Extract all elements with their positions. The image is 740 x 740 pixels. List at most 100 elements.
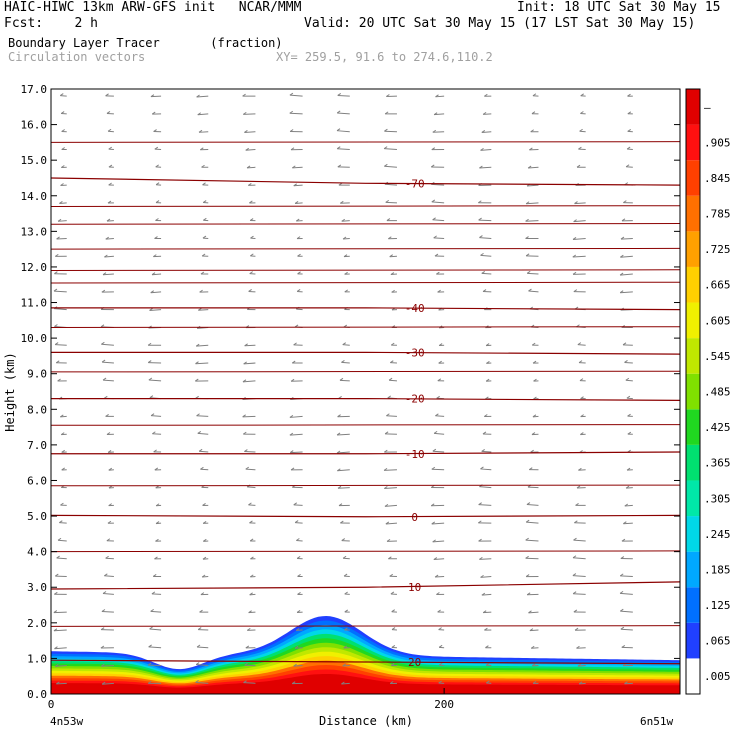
wind-vector-head bbox=[101, 681, 106, 685]
wind-vector-head bbox=[199, 289, 203, 293]
wind-vector-head bbox=[53, 288, 58, 292]
temperature-contour bbox=[51, 581, 680, 590]
wind-vector bbox=[483, 611, 492, 614]
wind-vector-head bbox=[147, 342, 152, 346]
wind-vector-head bbox=[244, 449, 248, 452]
wind-vector-head bbox=[576, 485, 581, 489]
wind-vector-head bbox=[201, 253, 206, 257]
temperature-contour bbox=[51, 141, 680, 143]
wind-vector-head bbox=[296, 236, 301, 240]
wind-vector-head bbox=[202, 520, 207, 524]
y-tick-label: 8.0 bbox=[27, 403, 47, 416]
wind-vector bbox=[479, 237, 492, 239]
y-tick-label: 1.0 bbox=[27, 652, 47, 665]
valid-time: Valid: 20 UTC Sat 30 May 15 (17 LST Sat … bbox=[304, 16, 696, 31]
wind-vector-head bbox=[297, 574, 301, 577]
temperature-contour bbox=[51, 351, 680, 355]
wind-vector-head bbox=[101, 359, 106, 363]
colorbar-swatch bbox=[686, 160, 700, 196]
wind-vector-head bbox=[525, 537, 529, 541]
x-tick-label: 0 bbox=[48, 698, 55, 711]
colorbar-swatch bbox=[686, 409, 700, 445]
wind-vector-head bbox=[435, 94, 439, 98]
wind-vector-head bbox=[61, 467, 65, 471]
wind-vector bbox=[527, 486, 539, 489]
wind-vector bbox=[431, 522, 445, 525]
wind-vector bbox=[623, 522, 633, 525]
wind-vector bbox=[248, 611, 256, 614]
wind-vector bbox=[386, 415, 397, 417]
wind-vector-head bbox=[388, 236, 392, 240]
wind-vector-head bbox=[295, 218, 300, 222]
wind-vector-head bbox=[54, 646, 58, 650]
wind-vector-head bbox=[437, 289, 441, 293]
wind-vector-head bbox=[344, 271, 348, 275]
wind-vector bbox=[480, 468, 492, 471]
wind-vector-head bbox=[296, 289, 301, 292]
wind-vector bbox=[197, 432, 209, 435]
wind-vector-head bbox=[107, 200, 112, 204]
wind-vector-head bbox=[572, 254, 577, 258]
wind-vector-head bbox=[196, 94, 200, 98]
temperature-contour bbox=[51, 451, 680, 455]
colorbar-swatch bbox=[686, 587, 700, 623]
wind-vector bbox=[434, 432, 445, 435]
y-tick-label: 11.0 bbox=[21, 297, 48, 310]
wind-vector-head bbox=[147, 662, 152, 666]
colorbar-frame bbox=[685, 88, 701, 695]
colorbar-swatch bbox=[686, 89, 700, 125]
wind-vector-head bbox=[580, 432, 584, 436]
wind-vector bbox=[293, 504, 303, 506]
y-tick-label: 7.0 bbox=[27, 439, 47, 452]
x-start-label: 4n53w bbox=[50, 715, 83, 728]
wind-vector-head bbox=[621, 644, 626, 648]
init-time: Init: 18 UTC Sat 30 May 15 bbox=[517, 0, 721, 15]
y-tick-label: 10.0 bbox=[21, 332, 48, 345]
wind-vector-head bbox=[481, 592, 486, 596]
wind-vector-head bbox=[293, 663, 297, 667]
wind-vector bbox=[295, 522, 303, 524]
wind-vector-head bbox=[106, 218, 111, 222]
wind-vector-head bbox=[436, 271, 440, 275]
wind-vector-head bbox=[478, 538, 482, 542]
wind-vector-head bbox=[54, 342, 59, 345]
wind-vector-head bbox=[55, 360, 60, 364]
plot-frame bbox=[50, 88, 681, 695]
wind-vector-head bbox=[623, 521, 627, 525]
wind-vector bbox=[150, 95, 162, 98]
wind-vector-head bbox=[622, 342, 627, 346]
wind-vector-head bbox=[53, 628, 58, 632]
wind-vector-head bbox=[390, 591, 395, 595]
wind-vector-head bbox=[155, 538, 159, 542]
temperature-contours: 20 10 0 -10 -20 -30 -40 -70 bbox=[51, 141, 680, 669]
wind-vector bbox=[337, 487, 350, 489]
wind-vector-head bbox=[55, 573, 59, 577]
wind-vector bbox=[481, 450, 492, 453]
wind-vector-head bbox=[200, 271, 205, 275]
wind-vector-head bbox=[433, 557, 438, 560]
colorbar-swatch bbox=[686, 373, 700, 410]
wind-vector-head bbox=[105, 93, 109, 97]
wind-vector bbox=[289, 415, 303, 418]
wind-vector-head bbox=[336, 432, 341, 436]
wind-vector-head bbox=[203, 538, 207, 542]
wind-vector-head bbox=[56, 555, 60, 559]
wind-vector bbox=[384, 165, 397, 168]
colorbar-label: .605 bbox=[704, 314, 731, 327]
wind-vector-head bbox=[148, 644, 152, 648]
wind-vector-head bbox=[530, 129, 534, 133]
wind-vector-head bbox=[529, 628, 534, 632]
wind-vector bbox=[573, 593, 586, 595]
wind-vector bbox=[337, 148, 350, 150]
wind-vector-head bbox=[250, 556, 254, 560]
wind-vector-head bbox=[342, 236, 347, 240]
wind-vector-head bbox=[530, 645, 535, 649]
wind-vector-head bbox=[338, 503, 343, 507]
wind-vector bbox=[572, 237, 586, 240]
wind-vector-head bbox=[340, 520, 344, 524]
wind-vector-head bbox=[245, 645, 250, 649]
wind-vector-head bbox=[202, 235, 207, 239]
colorbar-label: .125 bbox=[704, 599, 731, 612]
wind-vector-head bbox=[57, 378, 61, 382]
wind-vector-head bbox=[626, 467, 631, 471]
